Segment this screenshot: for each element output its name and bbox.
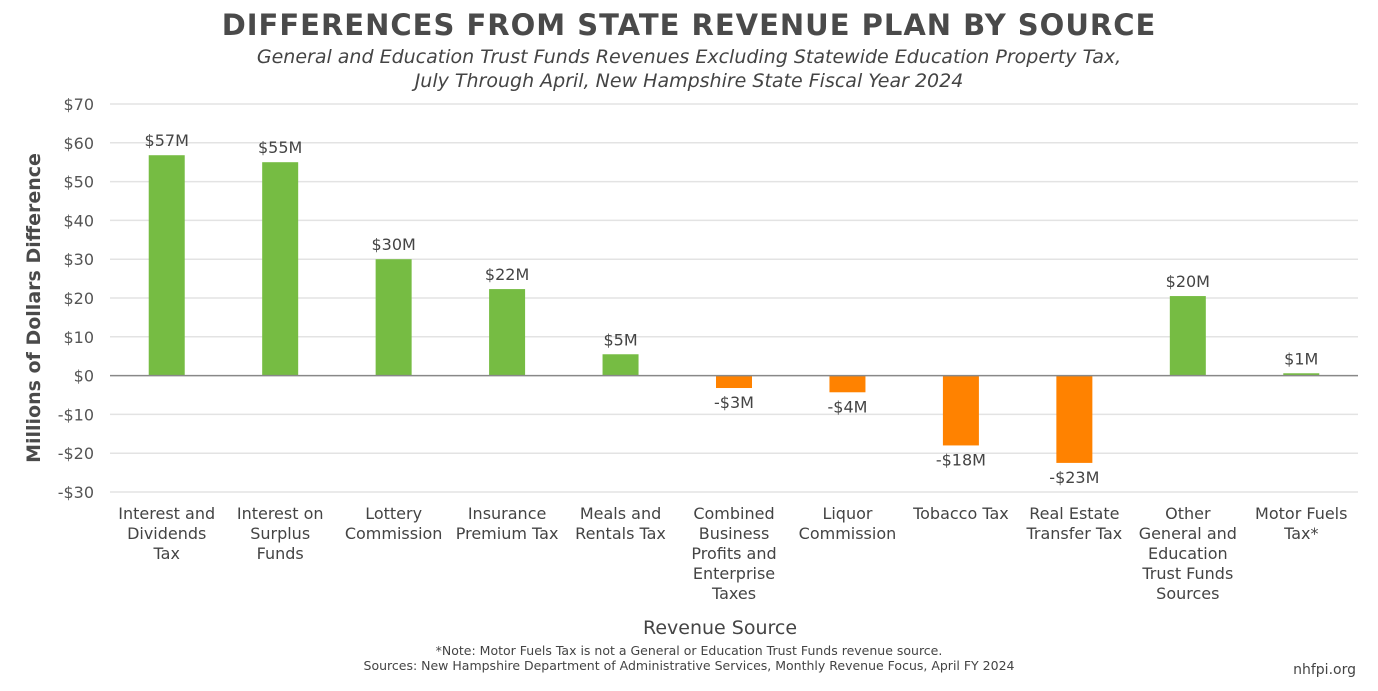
data-label: -$4M [827,397,867,416]
footer-sources: Sources: New Hampshire Department of Adm… [363,658,1015,673]
y-tick-label: $50 [63,173,94,192]
y-tick-label: $30 [63,250,94,269]
footer-note: *Note: Motor Fuels Tax is not a General … [435,643,943,658]
x-tick-label: Liquor [822,504,872,523]
x-tick-label: General and [1139,524,1237,543]
bar [148,155,185,376]
x-tick-label: Trust Funds [1141,564,1233,583]
x-tick-label: Other [1165,504,1211,523]
y-tick-label: $40 [63,211,94,230]
x-tick-label: Education [1148,544,1228,563]
x-tick-label: Interest and [118,504,215,523]
y-tick-label: -$30 [58,483,94,502]
bar [1169,296,1206,376]
bar [1056,375,1093,463]
x-tick-label: Dividends [127,524,206,543]
bar [375,259,412,376]
x-tick-label: Transfer Tax [1025,524,1122,543]
y-tick-label: $60 [63,134,94,153]
data-label: -$23M [1049,468,1099,487]
x-tick-label: Funds [257,544,304,563]
y-tick-label: $10 [63,328,94,347]
data-label: $30M [371,235,415,254]
bar [489,289,526,376]
x-tick-label: Interest on [237,504,324,523]
x-tick-label: Commission [799,524,897,543]
x-tick-label: Meals and [580,504,661,523]
x-tick-label: Insurance [468,504,547,523]
y-tick-label: $70 [63,95,94,114]
data-label: $1M [1284,349,1318,368]
x-tick-label: Lottery [365,504,422,523]
x-axis-title: Revenue Source [643,617,797,639]
x-tick-label: Enterprise [693,564,775,583]
bar [602,354,639,376]
bar [716,375,752,389]
data-label: $57M [145,131,189,150]
bar [829,375,866,393]
site-credit: nhfpi.org [1293,662,1356,678]
data-label: $22M [485,265,529,284]
x-tick-label: Taxes [711,584,756,603]
x-tick-label: Tobacco Tax [912,504,1009,523]
data-label: -$3M [714,393,754,412]
data-label: $55M [258,138,302,157]
x-tick-label: Real Estate [1029,504,1119,523]
y-tick-label: $20 [63,289,94,308]
bar [262,162,299,376]
x-tick-label: Tax* [1283,524,1318,543]
x-tick-label: Premium Tax [456,524,559,543]
x-tick-label: Profits and [691,544,776,563]
x-tick-label: Motor Fuels [1255,504,1347,523]
bar [942,375,979,446]
y-axis-title: Millions of Dollars Difference [23,153,45,463]
y-tick-label: -$10 [58,405,94,424]
x-tick-label: Rentals Tax [575,524,666,543]
y-tick-label: -$20 [58,444,94,463]
x-tick-label: Commission [345,524,443,543]
x-tick-label: Surplus [250,524,310,543]
data-label: -$18M [936,450,986,469]
x-tick-label: Business [699,524,770,543]
y-tick-label: $0 [74,367,94,386]
x-tick-label: Combined [693,504,774,523]
chart-subtitle-line-1: General and Education Trust Funds Revenu… [256,46,1122,68]
chart-subtitle-line-2: July Through April, New Hampshire State … [414,70,964,92]
bar [1283,373,1320,376]
x-tick-label: Sources [1156,584,1219,603]
chart-title: DIFFERENCES FROM STATE REVENUE PLAN BY S… [221,8,1157,42]
x-tick-label: Tax [153,544,180,563]
data-label: $20M [1166,272,1210,291]
data-label: $5M [603,330,637,349]
